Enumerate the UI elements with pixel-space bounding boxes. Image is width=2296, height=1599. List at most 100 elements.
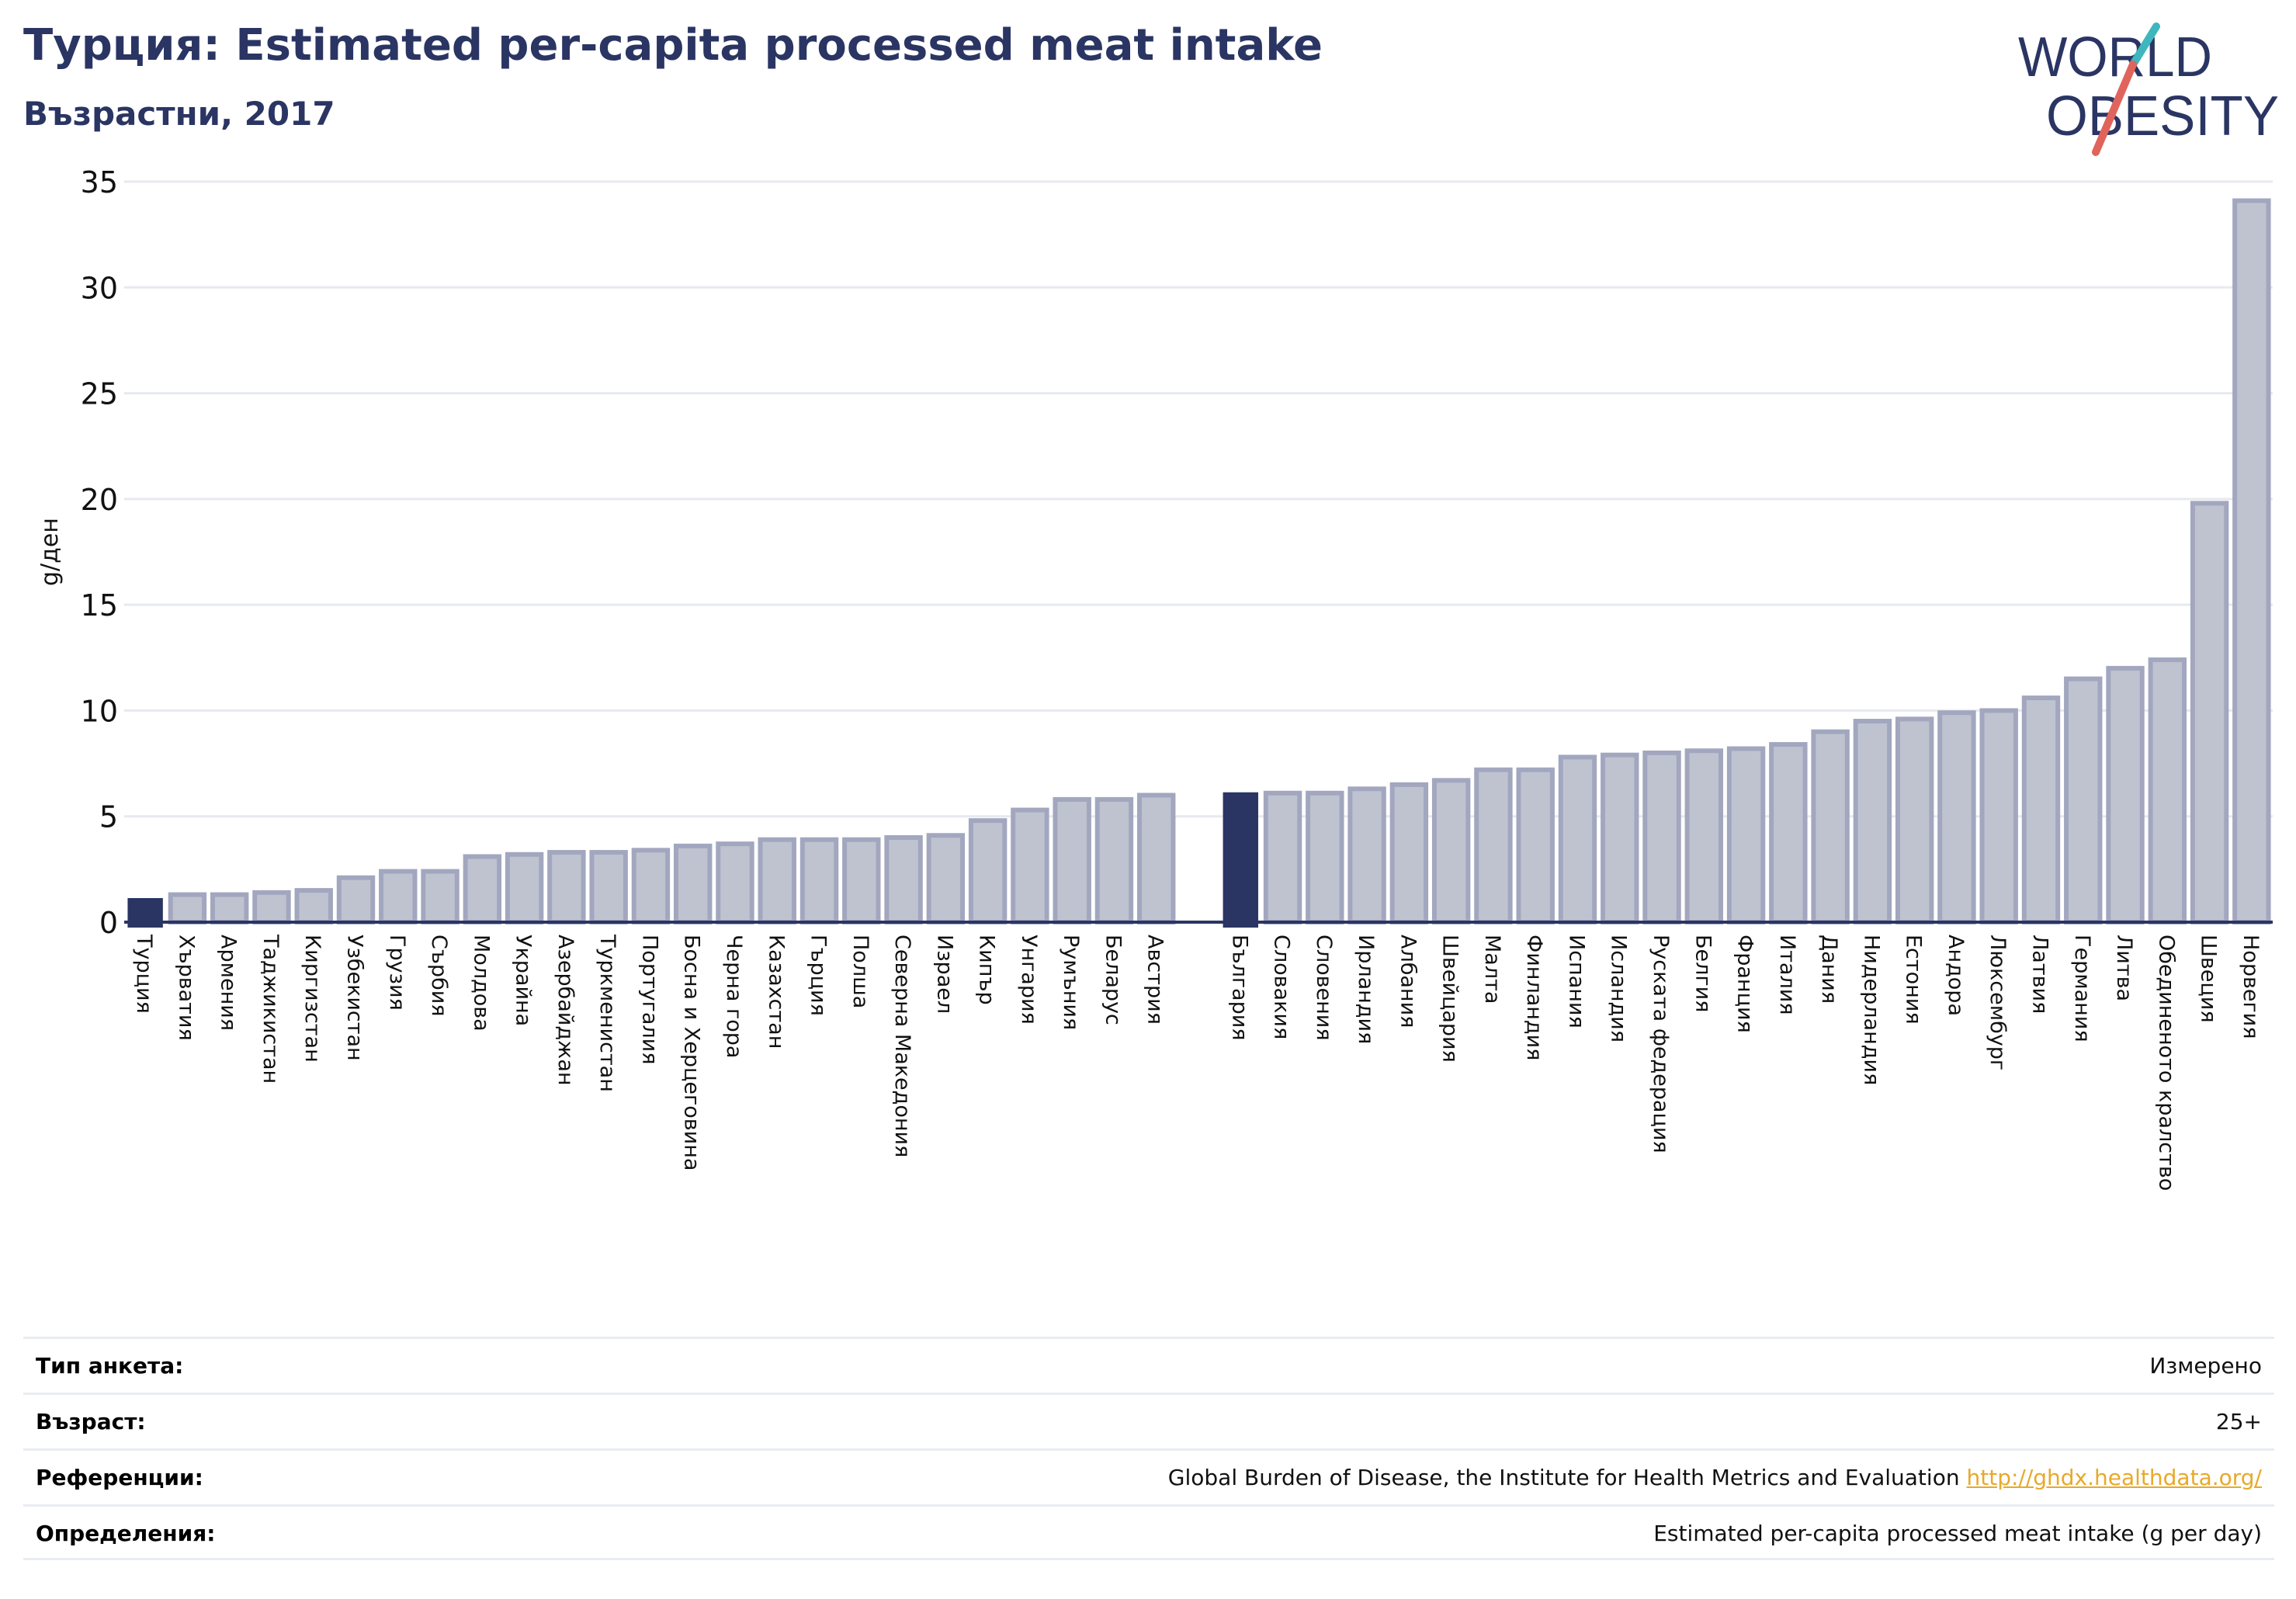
bar [631,848,671,924]
bar [842,837,881,924]
x-tick-label: Германия [2070,935,2094,1042]
x-tick-label: Франция [1733,935,1757,1033]
bar-chart: 0 5 10 15 20 25 30 35 g/ден Турция Хърватия Армения… [36,165,2273,1191]
x-tick-label: Сърбия [427,935,451,1017]
x-tick-label: Андора [1944,935,1968,1016]
info-label: Референции: [36,1465,203,1490]
x-tick-label: Северна Македония [890,935,914,1157]
world-obesity-logo: WORLD OBESITY [2018,23,2279,156]
y-tick-label: 5 [99,800,118,834]
x-tick-label: Италия [1775,935,1799,1015]
chart-subtitle: Възрастни, 2017 [23,95,335,133]
bar [884,834,923,925]
x-tick-label: Обединеното кралство [2154,935,2178,1191]
x-tick-label: Унгария [1017,935,1041,1025]
bar [2232,198,2271,924]
bar [1811,729,1850,925]
x-tick-label: Казахстан [764,935,788,1049]
x-tick-label: Румъния [1059,935,1083,1030]
bar [1853,719,1892,924]
bar [758,837,796,924]
y-tick-label: 25 [81,377,118,411]
reference-link[interactable]: http://ghdx.healthdata.org/ [1966,1465,2262,1490]
bar [1347,786,1386,925]
x-tick-label: Белгия [1691,935,1715,1012]
x-tick-label: Естония [1902,935,1926,1025]
bar [1516,767,1555,925]
bar [1137,793,1176,925]
x-tick-label: Испания [1564,935,1588,1028]
x-tick-label: Исландия [1607,935,1631,1042]
x-tick-label: Нидерландия [1859,935,1883,1085]
y-tick-label: 35 [81,165,118,199]
x-tick-label: Литва [2112,935,2136,1001]
bar [463,854,502,924]
bar [2021,695,2061,924]
bar [1642,750,1681,925]
x-tick-label: Армения [217,935,241,1031]
info-row-references: Референции: Global Burden of Disease, th… [23,1448,2274,1504]
x-tick-label: Беларус [1101,935,1125,1025]
bar [1431,778,1471,924]
bar [294,888,333,924]
bar [673,843,713,924]
bar [1011,807,1049,924]
bar [1263,790,1302,925]
x-tick-label: Ирландия [1354,935,1378,1044]
bar [421,869,460,925]
logo-slash-coral [2092,61,2137,156]
bar [1769,742,1808,924]
bar [799,837,839,924]
info-value: 25+ [2215,1409,2262,1434]
bar [379,869,418,925]
bar [1979,708,2018,925]
bar [968,818,1008,925]
x-tick-label: България [1227,935,1251,1041]
info-table: Тип анкета: Измерено Възраст: 25+ Рефере… [23,1337,2274,1560]
logo-line2: OBESITY [2046,85,2279,147]
info-value: Estimated per-capita processed meat inta… [1653,1521,2262,1546]
info-value: Global Burden of Disease, the Institute … [1168,1465,2262,1490]
bar [168,892,207,924]
bar [2148,657,2187,924]
y-tick-label: 15 [81,588,118,623]
y-tick-label: 20 [81,483,118,517]
bar [2190,501,2229,924]
info-row-definitions: Определения: Estimated per-capita proces… [23,1504,2274,1560]
x-tick-label: Люксембург [1986,935,2010,1070]
x-tick-label: Азербайджан [553,935,577,1086]
y-tick-label: 30 [81,271,118,305]
logo-slash-teal [2129,23,2160,68]
x-tick-label: Босна и Херцеговина [680,935,704,1171]
x-tick-label: Дания [1817,935,1841,1004]
x-tick-label: Таджикистан [258,934,283,1084]
info-row-survey-type: Тип анкета: Измерено [23,1337,2274,1393]
reference-text: Global Burden of Disease, the Institute … [1167,1465,1960,1490]
x-tick-label: Турция [132,934,156,1014]
y-tick-label: 10 [81,694,118,728]
logo-line1: WORLD [2018,26,2212,88]
x-tick-label: Австрия [1143,935,1167,1025]
bar [716,841,754,924]
bar [1895,716,1934,924]
info-label: Тип анкета: [36,1353,184,1379]
y-tick-label: 0 [99,906,118,940]
x-tick-label: Киргизстан [300,935,324,1063]
bar [1726,746,1766,925]
bar [252,890,291,924]
x-tick-label: Кипър [975,935,999,1005]
bar [505,852,544,924]
x-tick-label: Гърция [806,935,831,1016]
info-value: Измерено [2149,1353,2262,1379]
bar [1389,782,1429,924]
bar [589,850,628,924]
x-tick-label: Албания [1396,935,1420,1028]
bar [1937,710,1976,924]
bar [1474,767,1513,925]
info-row-age: Възраст: 25+ [23,1393,2274,1448]
bar [2064,676,2103,924]
x-tick-label: Украйна [512,935,536,1026]
bar [1558,754,1597,924]
bar [547,850,586,924]
x-tick-label: Израел [932,935,956,1014]
